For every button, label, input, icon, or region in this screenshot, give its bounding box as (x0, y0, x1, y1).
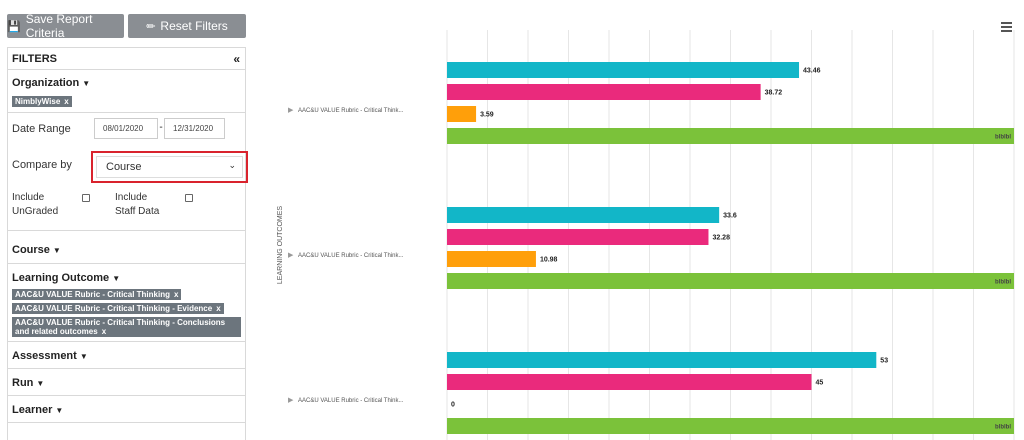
compare-by-select[interactable]: Course ⌄ (96, 156, 243, 178)
category-label: AAC&U VALUE Rubric - Critical Think... (298, 398, 404, 404)
data-label: 33.6 (723, 213, 737, 220)
bar (447, 418, 1014, 434)
organization-section: Organization ▼ NimblyWise x (8, 70, 245, 113)
course-toggle[interactable]: Course ▼ (12, 244, 61, 256)
date-range-row: Date Range 08/01/2020 - 12/31/2020 (8, 113, 245, 147)
bar (447, 106, 477, 122)
course-section: Course ▼ (8, 231, 245, 264)
bar (447, 84, 761, 100)
date-from-input[interactable]: 08/01/2020 (94, 118, 158, 139)
filters-title: FILTERS (12, 52, 58, 65)
learning-outcome-toggle[interactable]: Learning Outcome ▼ (12, 272, 120, 284)
learner-label: Learner (12, 404, 53, 416)
data-label: 45 (816, 380, 824, 387)
data-label: 43.46 (803, 68, 821, 75)
data-label: 38.72 (765, 90, 783, 97)
data-label: blblbl (995, 425, 1011, 431)
remove-tag-icon[interactable]: x (173, 290, 179, 299)
bar (447, 374, 812, 390)
bar (447, 128, 1014, 144)
learning-outcome-tag: AAC&U VALUE Rubric - Critical Thinking x (12, 289, 182, 300)
data-label: 32.28 (712, 235, 730, 242)
run-section: Run ▼ (8, 369, 245, 396)
organization-label: Organization (12, 77, 80, 89)
learning-outcome-label: Learning Outcome (12, 272, 110, 284)
compare-by-row: Compare by Course ⌄ (8, 147, 248, 191)
collapse-panel-icon[interactable]: « (233, 51, 240, 66)
category-expand-icon: ▶ (288, 252, 294, 259)
learner-toggle[interactable]: Learner ▼ (12, 404, 63, 416)
caret-down-icon: ▼ (55, 405, 64, 415)
chart-menu-icon[interactable] (1001, 22, 1012, 32)
filters-header: FILTERS « (8, 48, 245, 70)
save-report-criteria-button[interactable]: 💾 Save Report Criteria (7, 12, 124, 40)
data-label: 0 (451, 402, 455, 409)
learning-outcome-tag: AAC&U VALUE Rubric - Critical Thinking -… (12, 317, 241, 337)
include-ungraded-checkbox[interactable] (82, 194, 90, 202)
caret-down-icon: ▼ (36, 378, 45, 388)
caret-down-icon: ▼ (82, 78, 91, 88)
organization-tag-label: NimblyWise (15, 97, 61, 106)
compare-by-label: Compare by (12, 159, 72, 171)
bar (447, 352, 877, 368)
filters-panel: FILTERS « Organization ▼ NimblyWise x Dat… (7, 47, 248, 440)
include-staff-line2: Staff Data (115, 206, 160, 217)
save-report-criteria-label: Save Report Criteria (25, 12, 93, 40)
date-range-label: Date Range (12, 123, 71, 135)
learning-outcome-section: Learning Outcome ▼ AAC&U VALUE Rubric - … (8, 264, 245, 342)
caret-down-icon: ▼ (52, 245, 61, 255)
floppy-disk-icon: 💾 (7, 20, 21, 33)
run-toggle[interactable]: Run ▼ (12, 377, 44, 389)
date-separator: - (159, 122, 163, 133)
course-label: Course (12, 244, 50, 256)
learning-outcome-tag: AAC&U VALUE Rubric - Critical Thinking -… (12, 303, 224, 314)
learning-outcome-tag-label: AAC&U VALUE Rubric - Critical Thinking -… (15, 304, 213, 313)
remove-tag-icon[interactable]: x (64, 97, 69, 106)
bar (447, 251, 536, 267)
category-label: AAC&U VALUE Rubric - Critical Think... (298, 108, 404, 114)
bar (447, 207, 720, 223)
data-label: 10.98 (540, 257, 558, 264)
data-label: blblbl (995, 280, 1011, 286)
remove-tag-icon[interactable]: x (101, 327, 107, 336)
date-to-input[interactable]: 12/31/2020 (164, 118, 225, 139)
include-staff-label: Include Staff Data (115, 191, 159, 219)
chevron-down-icon: ⌄ (228, 160, 236, 170)
caret-down-icon: ▼ (79, 351, 88, 361)
y-axis-label: LEARNING OUTCOMES (277, 206, 284, 285)
assessment-label: Assessment (12, 350, 77, 362)
reset-filters-button[interactable]: ✏ Reset Filters (128, 14, 246, 38)
data-label: blblbl (995, 135, 1011, 141)
learning-outcomes-bar-chart: LEARNING OUTCOMES ▶ AAC&U VALUE Rubric - C… (277, 30, 1015, 440)
include-staff-checkbox[interactable] (185, 194, 193, 202)
assessment-toggle[interactable]: Assessment ▼ (12, 350, 88, 362)
data-label: 53 (880, 358, 888, 365)
bar (447, 273, 1014, 289)
organization-toggle[interactable]: Organization ▼ (12, 77, 90, 89)
include-options-row: Include UnGraded Include Staff Data (8, 191, 245, 231)
include-staff-line1: Include (115, 192, 148, 203)
include-ungraded-line2: UnGraded (12, 206, 59, 217)
organization-tag: NimblyWise x (12, 96, 72, 107)
caret-down-icon: ▼ (112, 273, 121, 283)
reset-filters-label: Reset Filters (160, 19, 228, 33)
category-expand-icon: ▶ (288, 397, 294, 404)
data-label: 3.59 (480, 112, 494, 119)
run-label: Run (12, 377, 34, 389)
learning-outcome-tag-label: AAC&U VALUE Rubric - Critical Thinking -… (15, 318, 226, 336)
include-ungraded-line1: Include (12, 192, 45, 203)
remove-tag-icon[interactable]: x (216, 304, 221, 313)
compare-by-highlight: Course ⌄ (91, 151, 248, 183)
learner-section: Learner ▼ (8, 396, 245, 423)
category-label: AAC&U VALUE Rubric - Critical Think... (298, 253, 404, 259)
category-expand-icon: ▶ (288, 107, 294, 114)
eraser-icon: ✏ (146, 20, 156, 33)
compare-by-value: Course (106, 161, 142, 173)
learning-outcome-tag-label: AAC&U VALUE Rubric - Critical Thinking (15, 290, 170, 299)
bar (447, 229, 709, 245)
bar (447, 62, 800, 78)
assessment-section: Assessment ▼ (8, 342, 245, 369)
include-ungraded-label: Include UnGraded (12, 191, 58, 219)
